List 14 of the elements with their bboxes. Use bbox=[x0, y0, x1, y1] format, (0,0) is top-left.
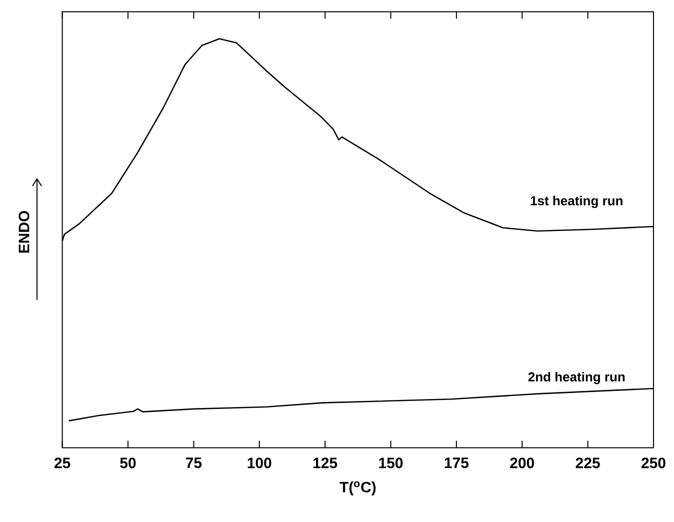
x-tick-label: 50 bbox=[120, 458, 136, 468]
x-tick-label: 200 bbox=[510, 458, 534, 468]
x-tick-label: 250 bbox=[642, 458, 666, 468]
x-tick-label: 25 bbox=[54, 458, 70, 468]
x-tick-label: 175 bbox=[444, 458, 469, 468]
x-tick-label: 100 bbox=[248, 458, 272, 468]
x-tick-label: 75 bbox=[186, 458, 202, 468]
x-tick-label: 150 bbox=[379, 458, 403, 468]
x-tick-label: 225 bbox=[576, 458, 600, 468]
series-label: 2nd heating run bbox=[528, 372, 625, 384]
y-axis-title: ENDO bbox=[18, 210, 30, 253]
series-label: 1st heating run bbox=[530, 196, 622, 208]
x-tick-label: 125 bbox=[313, 458, 338, 468]
x-axis-title: T($^{o}$C) bbox=[340, 481, 376, 496]
